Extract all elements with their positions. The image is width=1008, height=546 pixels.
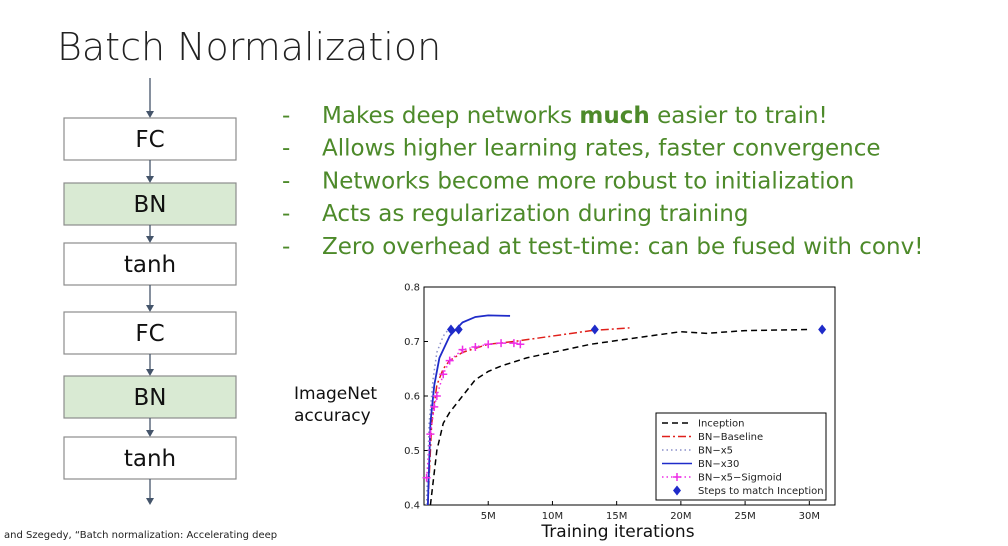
plus-marker xyxy=(471,342,480,351)
plus-marker xyxy=(422,473,431,482)
chart: 0.4 0.5 0.6 0.7 0.8 5M 10M 15M 20M 25M 30M Training… xyxy=(294,283,836,542)
plus-marker xyxy=(439,370,448,379)
arrow-head xyxy=(146,305,154,312)
node-box xyxy=(63,436,237,480)
arrow-head xyxy=(146,369,154,376)
x-tick-label: 30M xyxy=(799,511,820,522)
arrow-head xyxy=(146,236,154,243)
node-label: FC xyxy=(135,127,164,153)
plus-marker xyxy=(484,340,493,349)
arrow-head xyxy=(146,176,154,183)
y-tick-label: 0.4 xyxy=(404,501,420,512)
bullet-marker: - xyxy=(282,201,290,227)
series-line xyxy=(425,327,451,506)
series-line xyxy=(429,328,810,506)
bullet-segment: easier to train! xyxy=(650,103,828,129)
legend-box xyxy=(655,412,827,501)
node-label: FC xyxy=(135,321,164,347)
plus-marker xyxy=(516,340,525,349)
bullet-text: Makes deep networks much easier to train… xyxy=(322,103,828,129)
bullet-segment: Allows higher learning rates, faster con… xyxy=(322,136,881,162)
bullet-text: Acts as regularization during training xyxy=(322,201,748,227)
arrow-head xyxy=(146,111,154,118)
bullet-text: Zero overhead at test-time: can be fused… xyxy=(322,234,923,260)
diagram: FC BN tanh FC BN tanh xyxy=(63,78,237,505)
node-box xyxy=(63,311,237,355)
bullet-marker: - xyxy=(282,136,290,162)
legend-label: Steps to match Inception xyxy=(698,486,824,497)
bullet-segment: much xyxy=(579,103,649,129)
bullet-marker: - xyxy=(282,168,290,194)
diamond-marker xyxy=(446,324,455,335)
plus-marker xyxy=(430,402,439,411)
y-axis-label-box: ImageNet accuracy xyxy=(294,384,378,426)
plus-marker xyxy=(432,392,441,400)
node-box xyxy=(63,242,237,286)
y-tick-label: 0.8 xyxy=(404,283,420,294)
arrow-head xyxy=(146,498,154,505)
slide-title: Batch Normalization xyxy=(57,25,441,69)
legend-label: Inception xyxy=(698,419,744,430)
x-axis-label: Training iterations xyxy=(540,522,694,542)
diamond-marker xyxy=(818,324,827,335)
arrow-head xyxy=(146,430,154,437)
bullet-text: Networks become more robust to initializ… xyxy=(322,168,854,194)
series-line xyxy=(426,314,511,506)
bullet-segment: Zero overhead at test-time: can be fused… xyxy=(322,234,923,260)
node-label: tanh xyxy=(124,252,176,278)
node-box xyxy=(63,182,237,226)
bullet-list: - Makes deep networks much easier to trai… xyxy=(282,103,923,260)
x-tick-label: 25M xyxy=(734,511,755,522)
node-label: tanh xyxy=(124,446,176,472)
x-tick-label: 5M xyxy=(481,511,496,522)
legend-label: BN−x5−Sigmoid xyxy=(698,473,782,484)
bullet-segment: Makes deep networks xyxy=(322,103,579,129)
plus-marker xyxy=(497,339,506,348)
y-tick-label: 0.6 xyxy=(404,392,420,403)
legend-label: BN−x30 xyxy=(698,459,739,470)
plus-marker xyxy=(445,356,454,365)
plus-marker xyxy=(673,473,681,481)
diamond-marker xyxy=(454,324,463,335)
x-tick-label: 20M xyxy=(670,511,691,522)
legend-label: BN−Baseline xyxy=(698,432,763,443)
y-tick-label: 0.5 xyxy=(404,446,420,457)
node-box xyxy=(63,375,237,419)
citation: and Szegedy, “Batch normalization: Accel… xyxy=(4,530,277,541)
bullet-segment: Networks become more robust to initializ… xyxy=(322,168,854,194)
y-axis-label: ImageNet accuracy xyxy=(294,384,378,426)
bullet-text: Allows higher learning rates, faster con… xyxy=(322,136,881,162)
plus-marker xyxy=(458,345,467,354)
plus-marker xyxy=(426,430,435,439)
y-tick-label: 0.7 xyxy=(404,337,420,348)
node-label: BN xyxy=(134,385,167,411)
bullet-segment: Acts as regularization during training xyxy=(322,201,748,227)
bullet-marker: - xyxy=(282,103,290,129)
diamond-marker xyxy=(673,485,681,496)
legend-label: BN−x5 xyxy=(698,446,733,457)
x-tick-label: 15M xyxy=(606,511,627,522)
bullet-marker: - xyxy=(282,234,290,260)
diamond-marker xyxy=(590,324,599,335)
node-label: BN xyxy=(134,192,167,218)
plus-marker xyxy=(509,339,518,348)
x-tick-label: 10M xyxy=(542,511,563,522)
